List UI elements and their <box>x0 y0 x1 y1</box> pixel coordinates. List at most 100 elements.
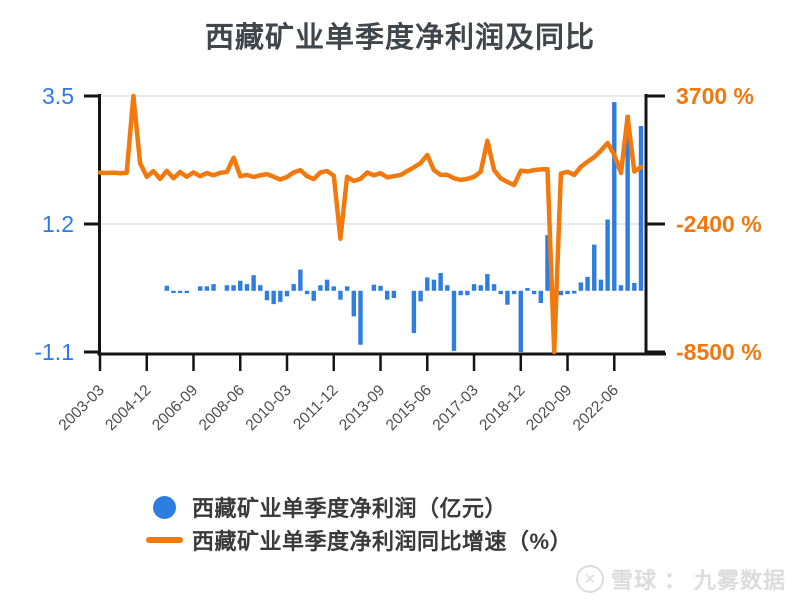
bar-series-circle-icon <box>152 495 176 519</box>
bar <box>518 290 523 352</box>
bar <box>465 290 470 296</box>
bar <box>231 285 236 291</box>
growth-line <box>97 93 644 355</box>
x-tick-label: 2018-12 <box>476 382 528 434</box>
bar <box>431 279 437 291</box>
watermark-user: 九雾数据 <box>693 568 786 593</box>
bar <box>251 275 256 291</box>
combo-chart-plot: 2003-032004-122006-092008-062010-032011-… <box>34 83 762 434</box>
bar <box>538 290 544 304</box>
x-tick-label: 2004-12 <box>102 382 154 434</box>
bar <box>498 290 503 295</box>
bar <box>271 290 276 305</box>
watermark: ✕ 雪球 ： 九雾数据 <box>575 563 786 595</box>
right-axis-label: 3700 % <box>676 83 754 109</box>
bar <box>411 290 417 334</box>
bar <box>324 279 330 291</box>
bar <box>298 269 303 291</box>
x-tick-label: 2003-03 <box>56 382 108 434</box>
bar <box>491 284 497 291</box>
bar <box>545 235 550 291</box>
watermark-separator: ： <box>663 568 687 593</box>
bar <box>585 276 590 291</box>
bar <box>224 285 230 291</box>
chart-title: 西藏矿业单季度净利润及同比 <box>204 22 595 54</box>
bar <box>171 290 176 294</box>
legend: 西藏矿业单季度净利润（亿元） 西藏矿业单季度净利润同比增速（%） <box>142 494 573 554</box>
bar <box>558 290 564 296</box>
bar <box>578 282 584 291</box>
bar <box>438 272 443 291</box>
bar <box>211 284 216 291</box>
bar <box>478 285 483 291</box>
bar <box>164 285 169 291</box>
bar <box>511 290 517 295</box>
bar <box>445 285 450 291</box>
bar <box>291 284 296 291</box>
bar <box>378 285 383 291</box>
bar <box>592 244 597 291</box>
bar <box>505 290 510 305</box>
bar <box>244 284 250 291</box>
bar <box>471 284 477 291</box>
x-tick-label: 2017-03 <box>430 382 482 434</box>
legend-item-yoy-growth: 西藏矿业单季度净利润同比增速（%） <box>142 527 573 554</box>
watermark-site: 雪球 <box>610 568 657 593</box>
x-tick-label: 2010-03 <box>243 382 295 434</box>
bar <box>425 277 430 291</box>
bar <box>598 279 604 291</box>
bar <box>451 290 457 351</box>
bar <box>284 290 290 297</box>
bar <box>311 290 316 301</box>
line-series-swatch-icon <box>145 537 183 543</box>
x-tick-label: 2013-09 <box>336 382 388 434</box>
bar <box>197 286 203 291</box>
bar <box>184 290 190 294</box>
bar <box>278 290 283 302</box>
x-tick-label: 2020-09 <box>523 382 575 434</box>
bar <box>258 285 263 291</box>
bar <box>531 290 537 295</box>
bar <box>485 274 490 291</box>
bar <box>204 286 210 291</box>
bar <box>344 286 350 291</box>
right-axis-label: -2400 % <box>676 211 762 237</box>
bar <box>177 290 183 294</box>
legend-label: 西藏矿业单季度净利润同比增速（%） <box>192 529 573 554</box>
bar <box>612 102 617 291</box>
bar <box>371 284 377 291</box>
x-tick-label: 2006-09 <box>149 382 201 434</box>
bar <box>418 290 423 302</box>
bar <box>632 282 637 291</box>
bar <box>618 285 624 291</box>
left-axis-label: 1.2 <box>42 211 74 237</box>
bar <box>605 219 610 291</box>
bar <box>638 126 644 291</box>
bar <box>565 290 570 295</box>
x-tick-label: 2022-06 <box>570 382 622 434</box>
bar <box>525 288 530 291</box>
bar <box>358 290 363 345</box>
xueqiu-logo-icon: ✕ <box>575 565 604 593</box>
bar <box>331 286 336 291</box>
bar <box>264 290 270 301</box>
left-axis-label: -1.1 <box>34 339 74 365</box>
x-tick-label: 2011-12 <box>290 382 341 433</box>
bar <box>238 280 243 291</box>
bar <box>351 290 357 317</box>
x-tick-label: 2008-06 <box>196 382 248 434</box>
x-tick-label: 2015-06 <box>383 382 435 434</box>
bar <box>384 290 390 300</box>
bar <box>572 290 577 294</box>
bar <box>304 290 310 295</box>
bar <box>318 285 323 291</box>
bar <box>338 290 343 300</box>
legend-label: 西藏矿业单季度净利润（亿元） <box>192 496 508 521</box>
left-axis-label: 3.5 <box>42 83 74 109</box>
right-axis-label: -8500 % <box>676 339 762 365</box>
bar <box>391 290 397 299</box>
bar <box>625 114 630 291</box>
legend-item-net-profit: 西藏矿业单季度净利润（亿元） <box>142 494 572 521</box>
bar <box>458 290 463 296</box>
